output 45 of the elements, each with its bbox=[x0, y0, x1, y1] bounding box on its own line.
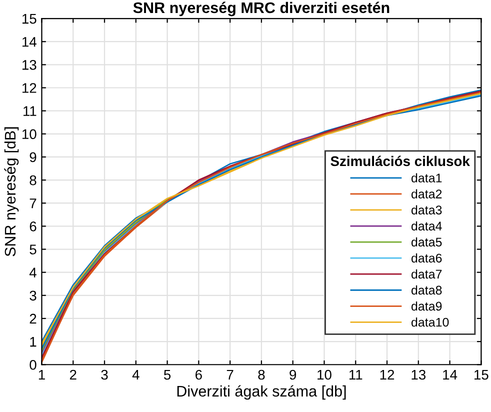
legend-label: data10 bbox=[411, 317, 449, 327]
x-tick-label: 9 bbox=[290, 370, 296, 380]
y-tick-label: 12 bbox=[22, 83, 36, 93]
x-tick-label: 2 bbox=[70, 370, 76, 380]
x-tick-label: 8 bbox=[258, 370, 265, 380]
legend-label: data8 bbox=[411, 285, 442, 295]
y-tick-label: 10 bbox=[22, 129, 36, 140]
x-tick-label: 10 bbox=[318, 370, 332, 380]
legend-label: data4 bbox=[411, 221, 442, 231]
x-tick-label: 1 bbox=[38, 370, 45, 380]
y-tick-label: 11 bbox=[24, 106, 36, 116]
x-tick-label: 15 bbox=[474, 370, 488, 380]
x-tick-label: 3 bbox=[101, 370, 108, 380]
legend-title: Szimulációs ciklusok bbox=[330, 156, 470, 166]
y-tick-label: 4 bbox=[29, 268, 36, 278]
y-tick-label: 8 bbox=[30, 175, 36, 186]
y-tick-label: 15 bbox=[22, 14, 36, 24]
x-tick-label: 14 bbox=[443, 370, 458, 380]
legend-label: data7 bbox=[411, 269, 442, 279]
y-tick-label: 13 bbox=[22, 60, 36, 70]
x-tick-label: 12 bbox=[380, 370, 394, 380]
y-tick-label: 6 bbox=[30, 222, 36, 232]
x-tick-label: 4 bbox=[132, 370, 140, 380]
legend-label: data6 bbox=[411, 253, 442, 263]
y-tick-label: 0 bbox=[30, 360, 36, 370]
y-tick-label: 2 bbox=[30, 314, 36, 324]
legend-label: data2 bbox=[411, 189, 442, 198]
x-tick-label: 7 bbox=[226, 370, 234, 380]
y-tick-label: 9 bbox=[30, 152, 36, 162]
x-tick-label: 11 bbox=[349, 370, 362, 380]
y-tick-label: 14 bbox=[22, 37, 36, 47]
legend-label: data9 bbox=[411, 301, 442, 311]
y-tick-label: 3 bbox=[30, 290, 36, 301]
chart-title: SNR nyereség MRC diverziti esetén bbox=[133, 2, 390, 16]
x-tick-label: 6 bbox=[196, 370, 202, 380]
x-tick-label: 5 bbox=[164, 370, 171, 380]
legend-label: data1 bbox=[411, 173, 442, 182]
y-tick-label: 1 bbox=[30, 337, 36, 347]
x-axis-title: Diverziti ágak száma [db] bbox=[177, 385, 346, 400]
y-tick-label: 5 bbox=[30, 244, 36, 254]
y-axis-title: SNR nyereség [dB] bbox=[4, 127, 19, 256]
x-tick-label: 13 bbox=[412, 370, 426, 380]
legend-label: data3 bbox=[411, 205, 442, 214]
y-tick-label: 7 bbox=[30, 198, 36, 208]
legend-label: data5 bbox=[411, 237, 442, 247]
